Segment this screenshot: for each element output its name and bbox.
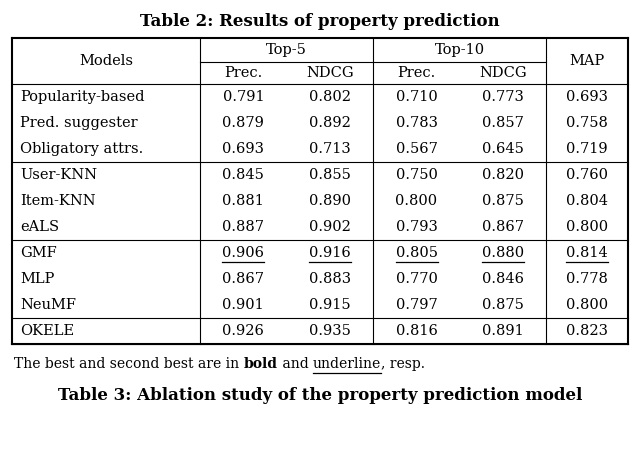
Text: Top-10: Top-10 <box>435 43 485 57</box>
Text: 0.846: 0.846 <box>482 272 524 286</box>
Text: eALS: eALS <box>20 220 59 234</box>
Text: 0.926: 0.926 <box>223 324 264 338</box>
Text: Table 3: Ablation study of the property prediction model: Table 3: Ablation study of the property … <box>58 387 582 405</box>
Text: NDCG: NDCG <box>306 66 354 80</box>
Text: , resp.: , resp. <box>381 357 425 371</box>
Text: 0.890: 0.890 <box>309 194 351 208</box>
Text: 0.875: 0.875 <box>482 298 524 312</box>
Text: 0.845: 0.845 <box>223 168 264 182</box>
Text: 0.883: 0.883 <box>309 272 351 286</box>
Text: MLP: MLP <box>20 272 54 286</box>
Text: underline: underline <box>312 357 381 371</box>
Text: 0.773: 0.773 <box>482 90 524 104</box>
Text: 0.770: 0.770 <box>396 272 438 286</box>
Text: 0.816: 0.816 <box>396 324 438 338</box>
Text: 0.645: 0.645 <box>482 142 524 156</box>
Text: and: and <box>278 357 312 371</box>
Text: Obligatory attrs.: Obligatory attrs. <box>20 142 143 156</box>
Text: 0.891: 0.891 <box>482 324 524 338</box>
Text: 0.820: 0.820 <box>482 168 524 182</box>
Text: 0.902: 0.902 <box>309 220 351 234</box>
Text: 0.875: 0.875 <box>482 194 524 208</box>
Text: Pred. suggester: Pred. suggester <box>20 116 138 130</box>
Text: Prec.: Prec. <box>224 66 262 80</box>
Text: 0.797: 0.797 <box>396 298 437 312</box>
Text: 0.915: 0.915 <box>309 298 351 312</box>
Text: 0.719: 0.719 <box>566 142 608 156</box>
Text: 0.567: 0.567 <box>396 142 438 156</box>
Text: 0.892: 0.892 <box>309 116 351 130</box>
Text: 0.805: 0.805 <box>396 246 438 260</box>
Text: 0.693: 0.693 <box>222 142 264 156</box>
Text: NeuMF: NeuMF <box>20 298 76 312</box>
Text: The best and second best are in: The best and second best are in <box>14 357 243 371</box>
Text: 0.901: 0.901 <box>223 298 264 312</box>
Text: 0.760: 0.760 <box>566 168 608 182</box>
Text: 0.906: 0.906 <box>222 246 264 260</box>
Text: 0.867: 0.867 <box>222 272 264 286</box>
Text: 0.935: 0.935 <box>309 324 351 338</box>
Text: 0.800: 0.800 <box>566 298 608 312</box>
Text: Table 2: Results of property prediction: Table 2: Results of property prediction <box>140 14 500 30</box>
Text: 0.693: 0.693 <box>566 90 608 104</box>
Text: 0.881: 0.881 <box>223 194 264 208</box>
Text: 0.887: 0.887 <box>222 220 264 234</box>
Text: 0.758: 0.758 <box>566 116 608 130</box>
Text: bold: bold <box>243 357 278 371</box>
Text: 0.783: 0.783 <box>396 116 438 130</box>
Text: 0.791: 0.791 <box>223 90 264 104</box>
Text: Top-5: Top-5 <box>266 43 307 57</box>
Text: Popularity-based: Popularity-based <box>20 90 145 104</box>
Text: 0.916: 0.916 <box>309 246 351 260</box>
Text: Models: Models <box>79 54 133 68</box>
Text: 0.750: 0.750 <box>396 168 438 182</box>
Text: 0.713: 0.713 <box>309 142 351 156</box>
Text: 0.855: 0.855 <box>309 168 351 182</box>
Text: 0.823: 0.823 <box>566 324 608 338</box>
Text: 0.867: 0.867 <box>482 220 524 234</box>
Text: 0.710: 0.710 <box>396 90 437 104</box>
Text: 0.802: 0.802 <box>309 90 351 104</box>
Text: OKELE: OKELE <box>20 324 74 338</box>
Text: NDCG: NDCG <box>479 66 527 80</box>
Text: 0.800: 0.800 <box>396 194 438 208</box>
Text: 0.857: 0.857 <box>482 116 524 130</box>
Text: 0.879: 0.879 <box>223 116 264 130</box>
Text: 0.793: 0.793 <box>396 220 438 234</box>
Text: 0.800: 0.800 <box>566 220 608 234</box>
Text: Prec.: Prec. <box>397 66 436 80</box>
Text: GMF: GMF <box>20 246 57 260</box>
Text: 0.778: 0.778 <box>566 272 608 286</box>
Text: MAP: MAP <box>570 54 605 68</box>
Text: User-KNN: User-KNN <box>20 168 97 182</box>
Text: Item-KNN: Item-KNN <box>20 194 95 208</box>
Text: 0.880: 0.880 <box>482 246 524 260</box>
Text: 0.814: 0.814 <box>566 246 608 260</box>
Text: 0.804: 0.804 <box>566 194 608 208</box>
